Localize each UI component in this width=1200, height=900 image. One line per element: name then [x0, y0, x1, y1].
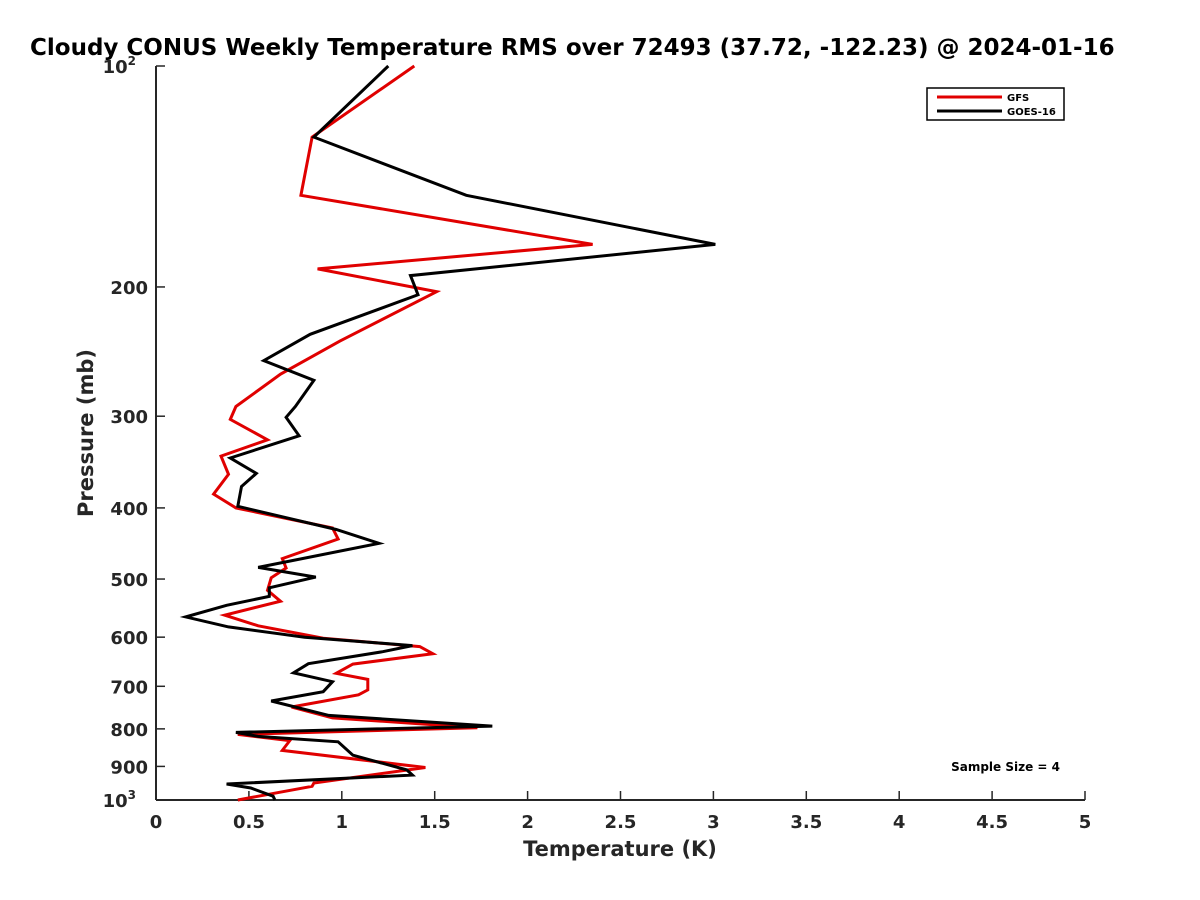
x-tick-label: 5 — [1079, 812, 1092, 833]
y-tick-label: 900 — [110, 757, 148, 778]
y-axis-label: Pressure (mb) — [74, 349, 98, 517]
x-tick-label: 1.5 — [419, 812, 451, 833]
y-tick-label: 800 — [110, 720, 148, 741]
legend-label: GFS — [1007, 93, 1029, 104]
y-tick-label: 400 — [110, 499, 148, 520]
x-tick-label: 4.5 — [976, 812, 1008, 833]
x-tick-label: 3.5 — [790, 812, 822, 833]
x-tick-label: 2.5 — [605, 812, 637, 833]
y-tick-label: 600 — [110, 628, 148, 649]
x-tick-label: 1 — [336, 812, 349, 833]
y-tick-label: 200 — [110, 278, 148, 299]
y-tick-label: 300 — [110, 407, 148, 428]
x-axis-label: Temperature (K) — [523, 837, 717, 861]
x-tick-label: 4 — [893, 812, 906, 833]
x-tick-label: 0 — [150, 812, 163, 833]
x-tick-label: 2 — [521, 812, 534, 833]
chart-title: Cloudy CONUS Weekly Temperature RMS over… — [30, 35, 1115, 61]
y-tick-label: 500 — [110, 570, 148, 591]
legend-box — [926, 87, 1065, 121]
plot-area: 0 0.5 1 1.5 2 2.5 3 3.5 4 4.5 5 102 200 300 400 500 600 7… — [103, 54, 1092, 833]
y-tick-label: 700 — [110, 677, 148, 698]
legend-label: GOES-16 — [1007, 107, 1056, 118]
x-tick-label: 0.5 — [233, 812, 265, 833]
legend: GFS GOES-16 — [926, 87, 1065, 121]
y-tick-label: 102 — [103, 54, 136, 78]
x-tick-label: 3 — [707, 812, 720, 833]
y-tick-label: 103 — [103, 788, 136, 812]
series-line-goes-16 — [179, 64, 716, 801]
sample-size-annotation: Sample Size = 4 — [951, 760, 1060, 774]
